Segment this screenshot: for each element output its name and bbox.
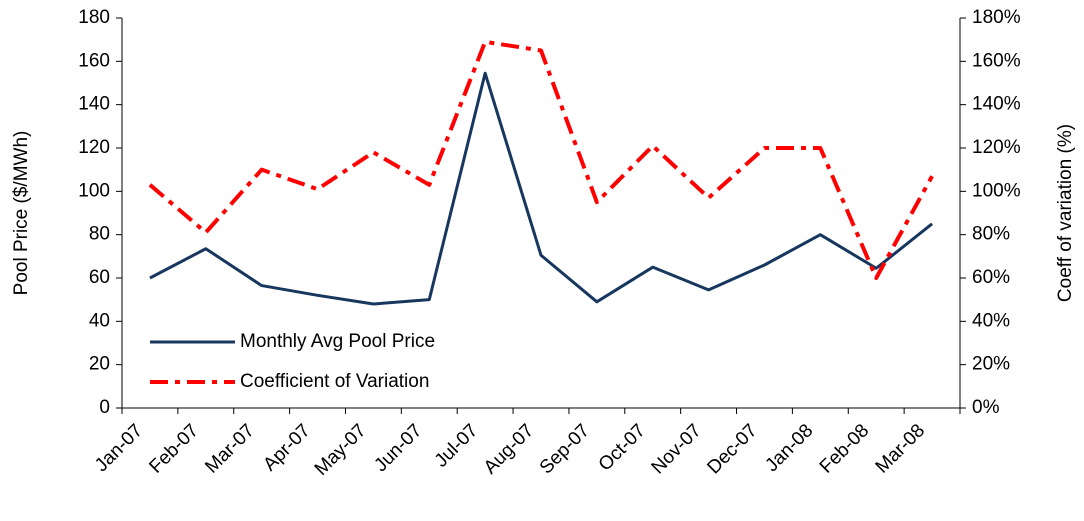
series-line [149,71,934,306]
x-tick-label: Jun-07 [370,420,426,476]
x-tick-label: Apr-07 [259,420,314,475]
x-tick-label: Oct-07 [595,420,650,475]
x-tick-label: Jul-07 [431,420,482,471]
y-axis-label: Pool Price ($/MWh) [11,131,32,296]
y2-tick-label: 180% [972,7,1021,28]
y2-axis-label: Coeff of variation (%) [1055,124,1076,302]
x-tick-label: Feb-08 [816,420,873,477]
x-tick-label: Jan-07 [91,420,147,476]
x-tick-label: May-07 [311,420,371,480]
x-tick-label: Nov-07 [648,420,706,478]
legend-label: Monthly Avg Pool Price [240,331,435,352]
y-tick-label: 20 [89,354,110,375]
y2-tick-label: 60% [972,267,1010,288]
y-tick-label: 160 [78,50,110,71]
x-tick-label: Feb-07 [145,420,202,477]
y-tick-label: 140 [78,94,110,115]
y-tick-label: 180 [78,7,110,28]
x-tick-label: Mar-08 [872,420,929,477]
y-tick-label: 80 [89,224,110,245]
y2-tick-label: 20% [972,354,1010,375]
legend-label: Coefficient of Variation [240,371,429,392]
y2-tick-label: 80% [972,224,1010,245]
y2-tick-label: 40% [972,310,1010,331]
y-tick-label: 40 [89,310,110,331]
x-tick-label: Sep-07 [536,420,594,478]
x-tick-label: Dec-07 [703,420,761,478]
y2-tick-label: 140% [972,94,1021,115]
y2-tick-label: 120% [972,137,1021,158]
y-tick-label: 60 [89,267,110,288]
y-tick-label: 120 [78,137,110,158]
x-tick-label: Mar-07 [201,420,258,477]
y2-tick-label: 0% [972,397,1000,418]
x-tick-label: Jan-08 [761,420,817,476]
y2-tick-label: 160% [972,50,1021,71]
y-tick-label: 0 [99,397,110,418]
y-tick-label: 100 [78,180,110,201]
y2-tick-label: 100% [972,180,1021,201]
series-line [148,39,934,280]
x-tick-label: Aug-07 [480,420,538,478]
